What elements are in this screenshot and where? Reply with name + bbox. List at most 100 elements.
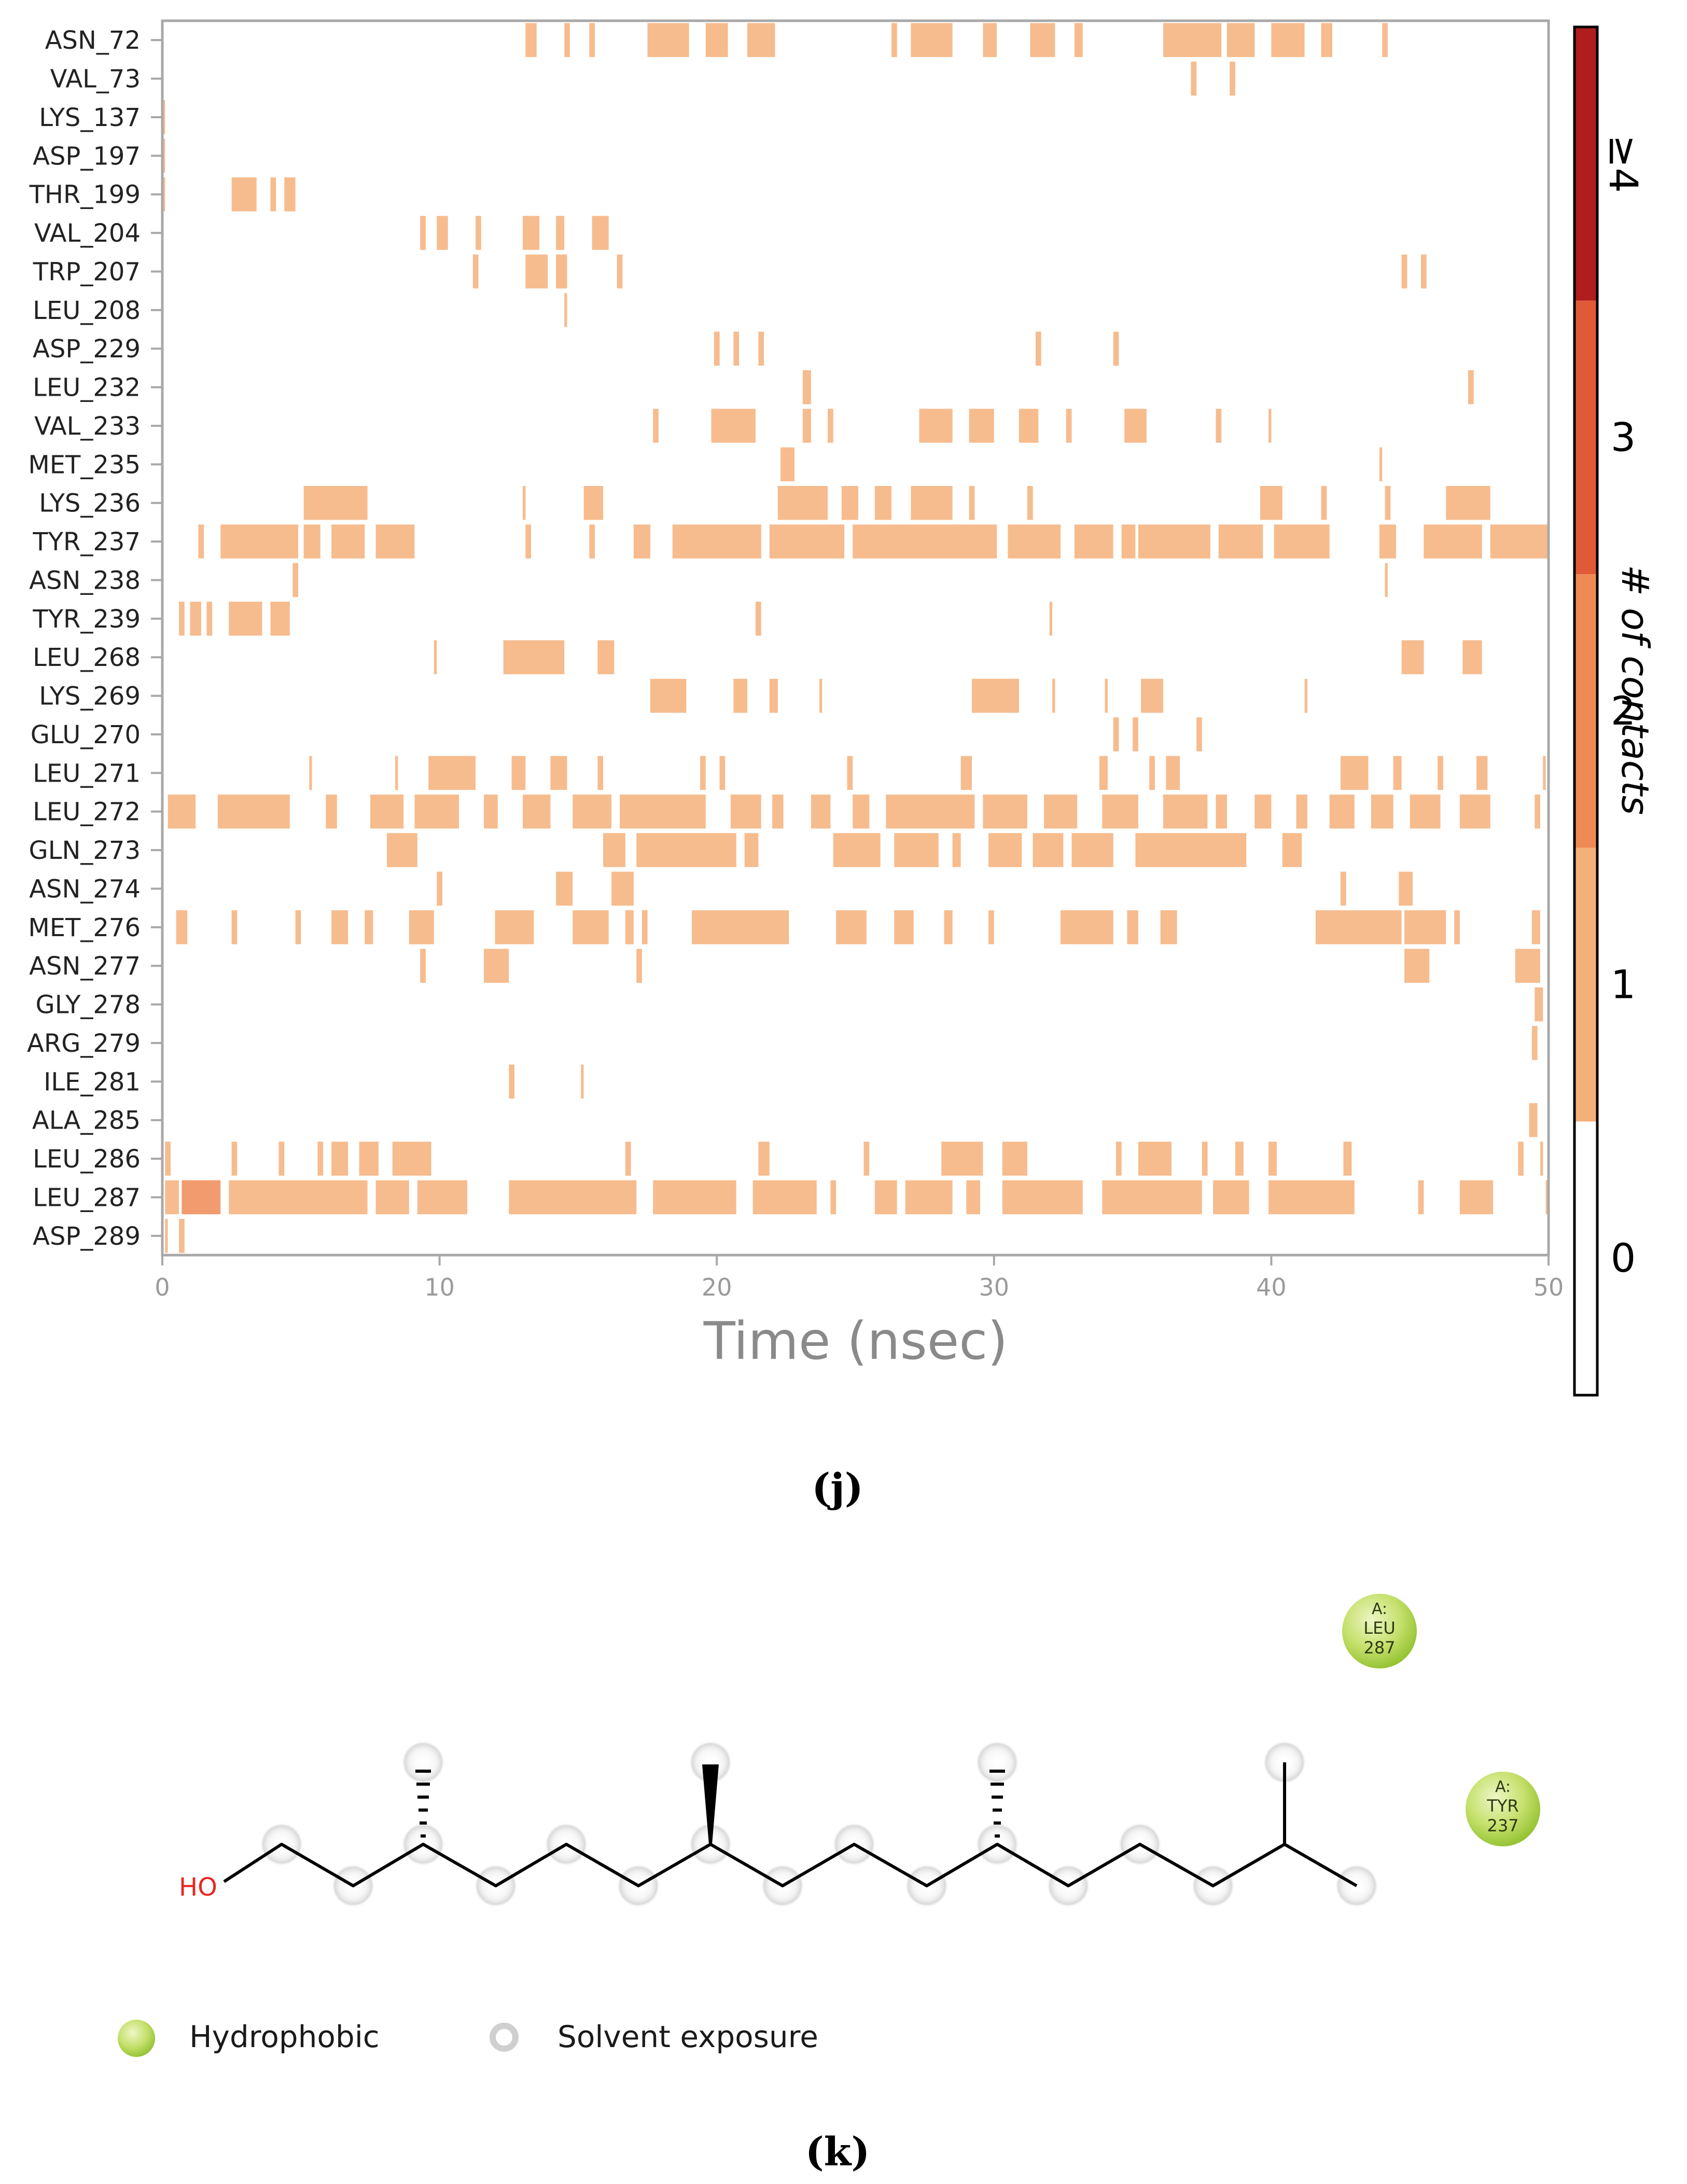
- contact-bar: [564, 293, 567, 327]
- panel-label-k: (k): [805, 2129, 870, 2175]
- contact-bar: [1304, 678, 1307, 713]
- contact-bar: [830, 1180, 836, 1215]
- contact-bar: [231, 910, 238, 944]
- contact-bar: [988, 833, 1022, 867]
- contact-bar: [1379, 524, 1396, 559]
- contact-bar: [409, 910, 434, 944]
- contact-bar: [495, 910, 534, 944]
- contact-bar: [802, 370, 811, 405]
- contact-bar: [1531, 910, 1540, 944]
- contact-bar: [331, 910, 348, 944]
- contact-bar: [1138, 524, 1210, 559]
- colorbar-segment: [1574, 27, 1597, 301]
- contact-bar: [672, 524, 761, 559]
- contact-bar: [556, 254, 567, 289]
- contact-bar: [1127, 910, 1138, 944]
- contact-bar: [1462, 640, 1482, 674]
- contact-bar: [1404, 949, 1430, 983]
- contact-bar: [603, 833, 625, 867]
- contact-bar: [573, 795, 611, 829]
- solid-wedge-bond: [702, 1764, 719, 1844]
- contact-bar: [1049, 602, 1052, 636]
- contact-bar: [941, 1142, 983, 1176]
- contact-bar: [894, 833, 939, 867]
- contact-bar: [811, 795, 831, 829]
- contact-bar: [270, 602, 290, 636]
- contact-bar: [1102, 1180, 1202, 1215]
- contact-bar: [988, 910, 994, 944]
- contact-bar: [1529, 1103, 1538, 1137]
- contact-bar: [625, 1142, 631, 1176]
- x-tick-label: 30: [979, 1273, 1010, 1301]
- contact-bar: [1438, 756, 1443, 790]
- contact-bar: [1105, 678, 1108, 713]
- contact-bar: [1071, 833, 1113, 867]
- contact-bar: [1315, 910, 1402, 944]
- contact-bar: [863, 1142, 870, 1176]
- contact-bar: [620, 795, 706, 829]
- contact-bar: [556, 216, 565, 250]
- y-tick-label: ASN_277: [29, 952, 141, 981]
- solvent-exposure-icon: [490, 2023, 519, 2052]
- contact-bar: [758, 1142, 770, 1176]
- contact-bar: [270, 177, 276, 212]
- contact-bar: [952, 833, 961, 867]
- contact-bar: [1141, 678, 1163, 713]
- contact-bar: [229, 602, 262, 636]
- contact-bar: [1113, 331, 1119, 366]
- contact-bar: [556, 871, 573, 906]
- contact-bar: [284, 177, 296, 212]
- contact-bar: [853, 795, 870, 829]
- contact-bar: [1216, 795, 1227, 829]
- residue-leu-287: A: LEU 287: [1342, 1594, 1417, 1668]
- contact-bar: [484, 795, 498, 829]
- contact-bar: [711, 409, 756, 443]
- y-tick-label: ARG_279: [27, 1029, 141, 1058]
- contact-bar: [653, 1180, 736, 1215]
- hydrophobic-icon: [118, 2020, 155, 2057]
- contact-bar: [509, 1180, 637, 1215]
- contact-bar: [1535, 795, 1540, 829]
- contact-bar: [1476, 756, 1488, 790]
- contact-bar: [1385, 486, 1391, 520]
- contact-bar: [1124, 409, 1147, 443]
- contact-bar: [1446, 486, 1490, 520]
- contact-bar: [375, 524, 415, 559]
- x-axis-label: Time (nsec): [703, 1311, 1008, 1371]
- contact-bar: [387, 833, 417, 867]
- contact-bar: [523, 795, 551, 829]
- colorbar-segment: [1574, 847, 1597, 1122]
- contact-bar: [1268, 1180, 1355, 1215]
- contact-bar: [168, 795, 196, 829]
- contact-bar: [874, 486, 891, 520]
- contact-bar: [564, 23, 570, 57]
- colorbar-tick-label: 0: [1611, 1235, 1636, 1281]
- contact-bar: [617, 254, 623, 289]
- contact-bar: [819, 678, 822, 713]
- contact-bar: [1061, 910, 1113, 944]
- contact-bar: [1133, 717, 1138, 752]
- contact-bar: [365, 910, 373, 944]
- contact-bar: [905, 1180, 953, 1215]
- contact-bar: [1066, 409, 1072, 443]
- contact-bar: [1033, 833, 1064, 867]
- contact-bar: [983, 23, 997, 57]
- contact-bar: [198, 524, 204, 559]
- contact-bar: [434, 640, 437, 674]
- x-tick-label: 10: [424, 1273, 455, 1301]
- contact-bar: [719, 756, 726, 790]
- contact-bar: [966, 1180, 980, 1215]
- contact-bar: [891, 23, 897, 57]
- contact-bar: [1393, 756, 1402, 790]
- contact-bar: [642, 910, 648, 944]
- y-tick-label: LYS_137: [39, 103, 141, 132]
- y-tick-label: LEU_286: [33, 1145, 141, 1174]
- contact-bar: [511, 756, 526, 790]
- contact-bar: [583, 486, 603, 520]
- contact-bar: [1404, 910, 1446, 944]
- colorbar-segment: [1574, 300, 1597, 575]
- colorbar-tick-labels: 0 1 2 3 ≥4: [1600, 135, 1647, 1281]
- x-tick-label: 50: [1533, 1273, 1564, 1301]
- contact-bar: [1163, 23, 1222, 57]
- contact-bar: [1540, 1142, 1543, 1176]
